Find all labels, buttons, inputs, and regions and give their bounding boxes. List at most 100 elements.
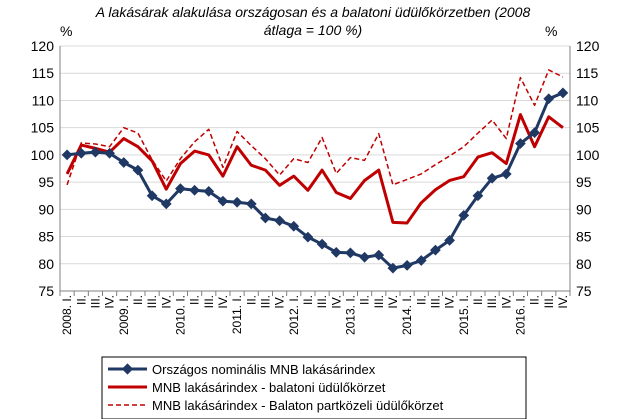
x-tick-label: II. <box>471 295 485 305</box>
legend-item-balaton: MNB lakásárindex - balatoni üdülőkörzet <box>108 380 386 395</box>
x-tick-label: IV. <box>216 295 230 309</box>
data-point-national <box>316 238 328 250</box>
x-tick-label: 2009. I. <box>117 295 131 335</box>
data-point-national <box>245 198 257 210</box>
y-tick-label-right: 120 <box>576 38 600 54</box>
data-point-national <box>189 184 200 196</box>
x-tick-label: II. <box>188 295 202 305</box>
x-tick-label: III. <box>88 295 102 308</box>
y-tick-label-right: 75 <box>576 283 592 299</box>
data-point-national <box>529 127 540 138</box>
data-point-national <box>373 249 385 261</box>
x-tick-label: IV. <box>556 295 570 309</box>
y-tick-label-right: 85 <box>576 229 592 245</box>
y-axis-unit-left: % <box>60 23 72 39</box>
y-tick-label-right: 95 <box>576 174 592 190</box>
data-point-national <box>472 190 484 202</box>
data-point-national <box>175 183 186 195</box>
data-point-national <box>75 147 87 159</box>
legend-label-national: Országos nominális MNB lakásárindex <box>152 362 376 377</box>
x-tick-label: III. <box>542 295 556 308</box>
data-point-national <box>415 255 427 266</box>
data-point-national <box>387 262 399 274</box>
data-point-national <box>146 190 158 202</box>
x-tick-label: III. <box>315 295 329 308</box>
data-point-national <box>359 251 370 263</box>
x-tick-label: II. <box>244 295 258 305</box>
x-tick-label: 2016. I. <box>513 295 527 335</box>
x-tick-label: 2013. I. <box>343 295 357 335</box>
x-tick-label: III. <box>145 295 159 308</box>
x-tick-label: II. <box>528 295 542 305</box>
data-point-national <box>274 215 285 227</box>
x-tick-label: IV. <box>329 295 343 309</box>
data-point-national <box>104 147 115 159</box>
x-tick-label: IV. <box>499 295 513 309</box>
x-tick-label: 2014. I. <box>400 295 414 335</box>
y-tick-label-left: 100 <box>31 147 55 163</box>
data-point-national <box>458 209 470 221</box>
x-tick-label: II. <box>358 295 372 305</box>
x-tick-label: II. <box>414 295 428 305</box>
y-tick-label-right: 80 <box>576 256 592 272</box>
y-tick-label-left: 120 <box>31 38 55 54</box>
y-tick-label-left: 105 <box>31 120 55 136</box>
chart-title-line1: A lakásárak alakulása országosan és a ba… <box>95 4 531 20</box>
x-tick-label: 2008. I. <box>60 295 74 335</box>
data-point-national <box>203 185 215 197</box>
x-tick-label: IV. <box>273 295 287 309</box>
data-point-national <box>132 164 144 176</box>
legend-label-balaton: MNB lakásárindex - balatoni üdülőkörzet <box>152 380 386 395</box>
x-tick-label: IV. <box>103 295 117 309</box>
data-point-national <box>515 138 526 149</box>
x-tick-label: II. <box>131 295 145 305</box>
x-tick-label: III. <box>485 295 499 308</box>
y-tick-label-left: 95 <box>38 174 54 190</box>
legend-box <box>101 356 527 419</box>
data-point-national <box>345 247 356 259</box>
legend-item-balaton-shore: MNB lakásárindex - Balaton partközeli üd… <box>108 398 444 413</box>
y-tick-label-right: 90 <box>576 201 592 217</box>
y-tick-label-left: 85 <box>38 229 54 245</box>
y-tick-label-right: 105 <box>576 120 600 136</box>
data-point-national <box>217 195 229 207</box>
x-tick-label: III. <box>202 295 216 308</box>
y-tick-label-right: 110 <box>576 92 599 108</box>
series-line-2 <box>66 69 564 186</box>
data-point-national <box>231 196 243 208</box>
data-point-national <box>330 246 342 258</box>
y-tick-labels: 75 75 80 80 85 85 90 90 95 95 100 100 105 105 110 110 11… <box>31 38 600 299</box>
data-point-national <box>500 168 512 180</box>
x-tick-label: III. <box>428 295 442 308</box>
data-point-national <box>118 157 130 168</box>
legend-label-balaton-shore: MNB lakásárindex - Balaton partközeli üd… <box>152 398 444 413</box>
x-tick-label: IV. <box>386 295 400 309</box>
data-point-national <box>160 198 172 210</box>
y-tick-label-left: 80 <box>38 256 54 272</box>
data-point-national <box>486 172 498 184</box>
axes <box>59 46 571 296</box>
y-axis-unit-right: % <box>545 23 557 39</box>
data-point-national <box>302 231 314 243</box>
data-point-national <box>288 220 300 232</box>
x-tick-label: II. <box>74 295 88 305</box>
x-tick-label: 2015. I. <box>457 295 471 335</box>
data-point-national <box>430 244 441 256</box>
data-point-national <box>401 260 413 271</box>
x-tick-label: 2010. I. <box>173 295 187 335</box>
x-tick-label: 2012. I. <box>287 295 301 335</box>
x-tick-label: III. <box>258 295 272 308</box>
x-tick-label: III. <box>372 295 386 308</box>
y-tick-label-left: 110 <box>32 92 55 108</box>
y-tick-label-left: 75 <box>38 283 54 299</box>
data-point-national <box>260 212 271 224</box>
y-tick-label-left: 115 <box>32 65 55 81</box>
x-tick-labels: 2008. I. II. III. IV. 2009. I. II. III. IV. 2010… <box>60 295 570 335</box>
legend: Országos nominális MNB lakásárindex MNB … <box>101 356 527 419</box>
y-tick-label-right: 115 <box>576 65 599 81</box>
x-tick-label: II. <box>301 295 315 305</box>
data-point-national <box>444 234 455 246</box>
gridlines <box>60 45 570 292</box>
